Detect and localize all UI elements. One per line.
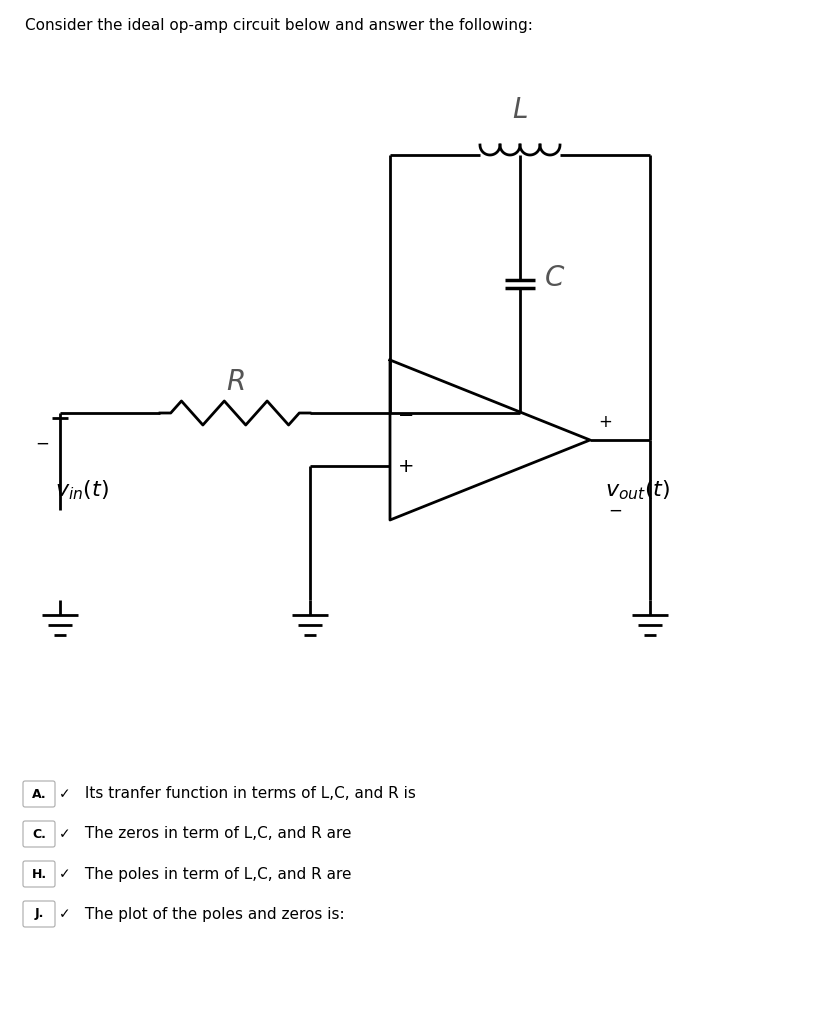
Text: C.: C. bbox=[32, 827, 46, 841]
Text: The plot of the poles and zeros is:: The plot of the poles and zeros is: bbox=[80, 906, 344, 922]
Text: $+$: $+$ bbox=[598, 413, 613, 431]
Text: The zeros in term of L,C, and R are: The zeros in term of L,C, and R are bbox=[80, 826, 351, 842]
FancyBboxPatch shape bbox=[23, 821, 55, 847]
FancyBboxPatch shape bbox=[23, 861, 55, 887]
Text: $+$: $+$ bbox=[397, 457, 413, 475]
Text: $-$: $-$ bbox=[608, 501, 622, 519]
Text: Consider the ideal op-amp circuit below and answer the following:: Consider the ideal op-amp circuit below … bbox=[25, 18, 533, 33]
Text: The poles in term of L,C, and R are: The poles in term of L,C, and R are bbox=[80, 866, 351, 882]
Text: $L$: $L$ bbox=[512, 96, 528, 124]
Text: $-$: $-$ bbox=[397, 403, 413, 423]
Text: J.: J. bbox=[34, 907, 44, 921]
Text: ✓: ✓ bbox=[59, 827, 71, 841]
Text: $-$: $-$ bbox=[35, 434, 49, 452]
Text: Its tranfer function in terms of L,C, and R is: Its tranfer function in terms of L,C, an… bbox=[80, 786, 416, 802]
Text: $v_{out}(t)$: $v_{out}(t)$ bbox=[605, 478, 671, 502]
Text: H.: H. bbox=[32, 867, 46, 881]
Text: ✓: ✓ bbox=[59, 787, 71, 801]
FancyBboxPatch shape bbox=[23, 781, 55, 807]
Text: $v_{in}(t)$: $v_{in}(t)$ bbox=[55, 478, 109, 502]
Text: $R$: $R$ bbox=[226, 370, 244, 396]
Text: A.: A. bbox=[32, 787, 46, 801]
FancyBboxPatch shape bbox=[23, 901, 55, 927]
Text: ✓: ✓ bbox=[59, 867, 71, 881]
Text: ✓: ✓ bbox=[59, 907, 71, 921]
Text: $C$: $C$ bbox=[544, 265, 565, 293]
